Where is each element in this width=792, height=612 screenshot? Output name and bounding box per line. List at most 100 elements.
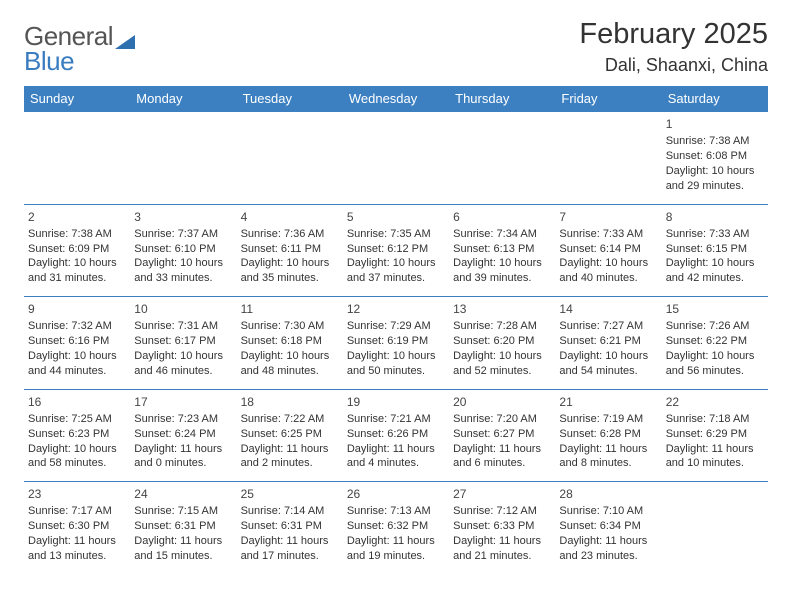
day-cell: 9Sunrise: 7:32 AMSunset: 6:16 PMDaylight… [24, 297, 130, 390]
logo-text: General Blue [24, 24, 139, 73]
day-header: Saturday [662, 86, 768, 112]
day-number: 19 [347, 394, 445, 410]
day-number: 6 [453, 209, 551, 225]
day-cell: 27Sunrise: 7:12 AMSunset: 6:33 PMDayligh… [449, 482, 555, 574]
sunset-line: Sunset: 6:23 PM [28, 427, 126, 442]
sunset-line: Sunset: 6:10 PM [134, 242, 232, 257]
sunset-line: Sunset: 6:12 PM [347, 242, 445, 257]
header-row: General Blue February 2025 Dali, Shaanxi… [24, 18, 768, 76]
title-block: February 2025 Dali, Shaanxi, China [579, 18, 768, 76]
sunrise-line: Sunrise: 7:17 AM [28, 504, 126, 519]
day-number: 3 [134, 209, 232, 225]
daylight-line: Daylight: 10 hours and 58 minutes. [28, 442, 126, 472]
week-row: 23 Sunrise: 7:17 AMSunset: 6:30 PM Dayligh… [24, 482, 768, 574]
day-header-row: Sunday Monday Tuesday Wednesday Thursday… [24, 86, 768, 112]
day-cell: 10Sunrise: 7:31 AMSunset: 6:17 PMDayligh… [130, 297, 236, 390]
calendar-page: General Blue February 2025 Dali, Shaanxi… [0, 0, 792, 584]
sunset-line: Sunset: 6:27 PM [453, 427, 551, 442]
day-number: 10 [134, 301, 232, 317]
day-header: Friday [555, 86, 661, 112]
day-cell: 21Sunrise: 7:19 AMSunset: 6:28 PMDayligh… [555, 389, 661, 482]
daylight-line: Daylight: 10 hours and 39 minutes. [453, 256, 551, 286]
sunrise-line: Sunrise: 7:10 AM [559, 504, 657, 519]
day-number: 8 [666, 209, 764, 225]
sunset-line: Sunset: 6:28 PM [559, 427, 657, 442]
day-number: 13 [453, 301, 551, 317]
sunrise-line: Sunrise: 7:29 AM [347, 319, 445, 334]
sunset-line: Sunset: 6:24 PM [134, 427, 232, 442]
sunset-line: Sunset: 6:22 PM [666, 334, 764, 349]
day-number: 23 [28, 486, 126, 502]
sunrise-line: Sunrise: 7:36 AM [241, 227, 339, 242]
sunset-line: Sunset: 6:08 PM [666, 149, 764, 164]
day-number: 25 [241, 486, 339, 502]
day-number: 26 [347, 486, 445, 502]
sunrise-line: Sunrise: 7:22 AM [241, 412, 339, 427]
sunrise-line: Sunrise: 7:27 AM [559, 319, 657, 334]
day-number: 2 [28, 209, 126, 225]
day-number: 18 [241, 394, 339, 410]
daylight-line: Daylight: 11 hours and 8 minutes. [559, 442, 657, 472]
week-row: 16Sunrise: 7:25 AMSunset: 6:23 PMDayligh… [24, 389, 768, 482]
sunrise-line: Sunrise: 7:38 AM [28, 227, 126, 242]
sunset-line: Sunset: 6:09 PM [28, 242, 126, 257]
sunset-line: Sunset: 6:20 PM [453, 334, 551, 349]
week-row: 1 Sunrise: 7:38 AMSunset: 6:08 PMDaylight… [24, 112, 768, 205]
sunrise-line: Sunrise: 7:13 AM [347, 504, 445, 519]
sunset-line: Sunset: 6:11 PM [241, 242, 339, 257]
logo-sail-icon [115, 33, 139, 54]
day-cell [343, 112, 449, 205]
day-cell: 25Sunrise: 7:14 AMSunset: 6:31 PMDayligh… [237, 482, 343, 574]
month-title: February 2025 [579, 18, 768, 51]
day-cell: 18Sunrise: 7:22 AMSunset: 6:25 PMDayligh… [237, 389, 343, 482]
day-number: 12 [347, 301, 445, 317]
day-cell: 14Sunrise: 7:27 AMSunset: 6:21 PMDayligh… [555, 297, 661, 390]
day-number: 28 [559, 486, 657, 502]
day-cell: 28Sunrise: 7:10 AMSunset: 6:34 PMDayligh… [555, 482, 661, 574]
sunrise-line: Sunrise: 7:18 AM [666, 412, 764, 427]
day-number: 1 [666, 116, 764, 132]
day-cell: 2Sunrise: 7:38 AMSunset: 6:09 PMDaylight… [24, 204, 130, 297]
day-cell [130, 112, 236, 205]
daylight-line: Daylight: 10 hours and 56 minutes. [666, 349, 764, 379]
day-cell: 3Sunrise: 7:37 AMSunset: 6:10 PMDaylight… [130, 204, 236, 297]
daylight-line: Daylight: 11 hours and 0 minutes. [134, 442, 232, 472]
sunrise-line: Sunrise: 7:28 AM [453, 319, 551, 334]
sunrise-line: Sunrise: 7:32 AM [28, 319, 126, 334]
sunrise-line: Sunrise: 7:38 AM [666, 134, 764, 149]
daylight-line: Daylight: 10 hours and 52 minutes. [453, 349, 551, 379]
day-header: Thursday [449, 86, 555, 112]
daylight-line: Daylight: 11 hours and 10 minutes. [666, 442, 764, 472]
daylight-line: Daylight: 10 hours and 40 minutes. [559, 256, 657, 286]
day-number: 7 [559, 209, 657, 225]
daylight-line: Daylight: 10 hours and 48 minutes. [241, 349, 339, 379]
daylight-line: Daylight: 11 hours and 6 minutes. [453, 442, 551, 472]
day-header: Sunday [24, 86, 130, 112]
sunrise-line: Sunrise: 7:14 AM [241, 504, 339, 519]
daylight-line: Daylight: 10 hours and 29 minutes. [666, 164, 764, 194]
logo: General Blue [24, 18, 139, 73]
day-number: 16 [28, 394, 126, 410]
logo-text-blue: Blue [24, 46, 74, 76]
sunset-line: Sunset: 6:16 PM [28, 334, 126, 349]
sunrise-line: Sunrise: 7:34 AM [453, 227, 551, 242]
daylight-line: Daylight: 11 hours and 21 minutes. [453, 534, 551, 564]
day-number: 4 [241, 209, 339, 225]
sunset-line: Sunset: 6:34 PM [559, 519, 657, 534]
sunset-line: Sunset: 6:31 PM [241, 519, 339, 534]
day-number: 22 [666, 394, 764, 410]
sunset-line: Sunset: 6:30 PM [28, 519, 126, 534]
day-number: 27 [453, 486, 551, 502]
calendar-table: Sunday Monday Tuesday Wednesday Thursday… [24, 86, 768, 574]
day-cell: 24Sunrise: 7:15 AMSunset: 6:31 PMDayligh… [130, 482, 236, 574]
day-cell [24, 112, 130, 205]
daylight-line: Daylight: 10 hours and 37 minutes. [347, 256, 445, 286]
day-cell: 11Sunrise: 7:30 AMSunset: 6:18 PMDayligh… [237, 297, 343, 390]
sunrise-line: Sunrise: 7:25 AM [28, 412, 126, 427]
sunrise-line: Sunrise: 7:26 AM [666, 319, 764, 334]
day-number: 11 [241, 301, 339, 317]
sunset-line: Sunset: 6:13 PM [453, 242, 551, 257]
sunrise-line: Sunrise: 7:23 AM [134, 412, 232, 427]
week-row: 2 Sunrise: 7:38 AMSunset: 6:09 PM Daylight… [24, 204, 768, 297]
day-number: 21 [559, 394, 657, 410]
